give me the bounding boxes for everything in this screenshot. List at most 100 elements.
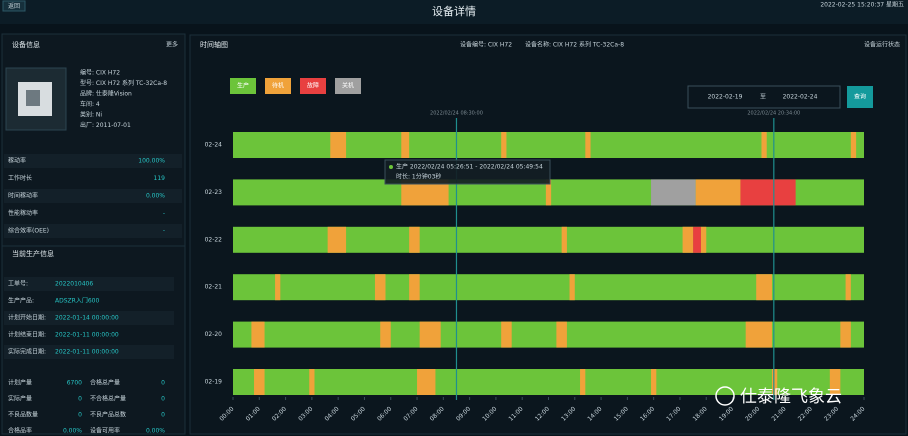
count-label: 不良产品总数 xyxy=(90,411,126,419)
stat-label: 工作时长 xyxy=(8,174,32,182)
count-label: 实际产量 xyxy=(8,395,32,403)
count-label: 不合格总产量 xyxy=(90,395,126,403)
field-value: 2022-01-11 00:00:00 xyxy=(55,332,119,339)
state-segment xyxy=(695,179,741,206)
start-date[interactable]: 2022-02-19 xyxy=(708,94,743,101)
count-value: 0 xyxy=(78,412,82,419)
field-value: 2022010406 xyxy=(55,281,93,288)
legend-button[interactable] xyxy=(265,78,291,94)
stat-row xyxy=(4,189,182,203)
field-row xyxy=(4,328,174,342)
field-label: 计划开始日期: xyxy=(8,314,46,322)
row-label: 02-22 xyxy=(205,236,223,243)
state-segment xyxy=(417,369,436,395)
top-bar xyxy=(0,0,908,24)
date-range[interactable] xyxy=(687,85,841,109)
state-segment xyxy=(380,321,391,348)
state-segment xyxy=(251,321,265,348)
state-segment xyxy=(740,179,796,206)
device-info: 编号: CIX H72 xyxy=(80,69,120,77)
query-label[interactable]: 查询 xyxy=(854,93,866,101)
legend-label[interactable]: 生产 xyxy=(237,82,249,90)
stat-label: 综合效率(OEE) xyxy=(8,227,49,235)
state-segment xyxy=(275,274,281,301)
legend-label[interactable]: 待机 xyxy=(272,82,284,90)
stat-value: 0.00% xyxy=(146,193,165,200)
field-row xyxy=(4,277,174,291)
query-button[interactable] xyxy=(847,86,873,108)
cursor-label: 2022/02/24 20:34:00 xyxy=(747,111,800,117)
state-segment xyxy=(501,132,507,158)
status-label: 设备运行状态 xyxy=(864,41,900,49)
stat-row xyxy=(4,154,182,168)
stat-value: - xyxy=(163,228,165,235)
device-info: 类别: Ni xyxy=(80,111,102,119)
legend-button[interactable] xyxy=(230,78,256,94)
state-segment xyxy=(545,179,552,206)
count-value: 0.00% xyxy=(63,428,82,435)
stat-value: 119 xyxy=(154,175,166,182)
field-label: 计划结束日期: xyxy=(8,331,46,339)
row-label: 02-19 xyxy=(205,379,223,386)
state-segment xyxy=(840,321,851,348)
back-label[interactable]: 返回 xyxy=(8,3,20,10)
legend-button[interactable] xyxy=(335,78,361,94)
watermark: 仕泰隆飞象云 xyxy=(740,387,842,407)
device-name: 设备名称: CIX H72 系列 TC-32Ca-8 xyxy=(525,41,624,49)
field-value: 2022-01-11 00:00:00 xyxy=(55,349,119,356)
state-segment xyxy=(556,321,567,348)
state-segment xyxy=(309,369,315,395)
stat-label: 稼动率 xyxy=(8,157,26,165)
state-segment xyxy=(330,132,347,158)
count-value: 0 xyxy=(161,412,165,419)
section-title: 设备信息 xyxy=(12,40,40,49)
state-segment xyxy=(850,132,857,158)
production-bar xyxy=(233,132,864,158)
state-segment xyxy=(700,226,707,253)
legend-label[interactable]: 关机 xyxy=(342,82,354,90)
state-segment xyxy=(761,132,767,158)
count-label: 合格总产量 xyxy=(90,379,120,387)
stat-value: 100.00% xyxy=(138,158,165,165)
state-segment xyxy=(409,226,420,253)
state-segment xyxy=(845,274,851,301)
state-segment xyxy=(374,274,386,301)
state-segment xyxy=(682,226,694,253)
state-segment xyxy=(409,274,420,301)
field-row xyxy=(4,345,174,359)
state-segment xyxy=(401,132,410,158)
end-date[interactable]: 2022-02-24 xyxy=(783,94,818,101)
device-info: 品牌: 仕泰隆Vision xyxy=(80,90,132,98)
field-value: 2022-01-14 00:00:00 xyxy=(55,315,119,322)
date-separator: 至 xyxy=(760,94,766,101)
production-bar xyxy=(233,369,864,395)
tooltip xyxy=(384,159,551,185)
count-label: 不良品数量 xyxy=(8,411,38,419)
state-segment xyxy=(756,274,772,301)
stat-row xyxy=(4,224,182,238)
state-segment xyxy=(561,226,567,253)
count-value: 0 xyxy=(161,396,165,403)
count-value: 0 xyxy=(161,380,165,387)
timeline-title: 时间轴图 xyxy=(200,40,228,49)
field-row xyxy=(4,294,174,308)
state-segment xyxy=(501,321,512,348)
stat-label: 性能稼动率 xyxy=(8,209,38,217)
section-title: 当前生产信息 xyxy=(12,249,54,258)
machine-icon-detail xyxy=(26,90,40,106)
device-info: 型号: CIX H72 系列 TC-32Ca-8 xyxy=(80,79,167,87)
datetime: 2022-02-25 15:20:37 星期五 xyxy=(820,1,904,9)
count-label: 设备可用率 xyxy=(90,427,120,435)
state-segment xyxy=(651,179,696,206)
legend-label[interactable]: 故障 xyxy=(307,82,319,90)
field-value: ADSZR入门600 xyxy=(55,297,99,305)
legend-button[interactable] xyxy=(300,78,326,94)
stat-label: 时间稼动率 xyxy=(8,192,38,200)
more-link[interactable]: 更多 xyxy=(166,41,178,49)
device-info: 出厂: 2011-07-01 xyxy=(80,121,131,129)
back-button[interactable] xyxy=(2,0,26,12)
device-info: 车间: 4 xyxy=(80,100,100,108)
count-value: 6700 xyxy=(67,380,82,387)
row-label: 02-23 xyxy=(205,189,223,196)
